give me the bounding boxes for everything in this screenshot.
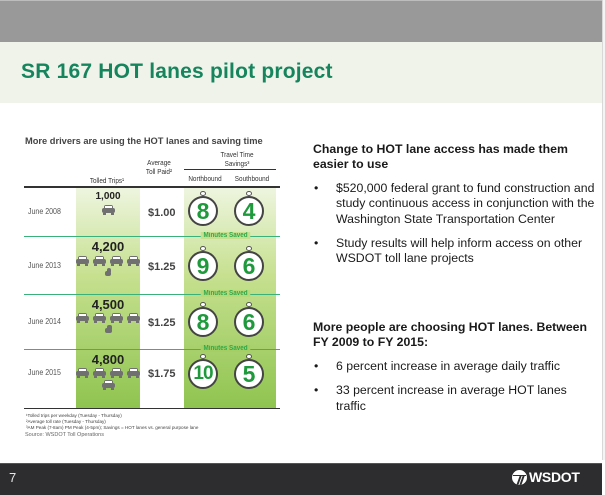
page-number: 7: [9, 470, 17, 485]
row-trips: 4,500: [91, 297, 125, 312]
car-icon: [110, 368, 123, 378]
row-date: June 2008: [28, 207, 61, 216]
car-icon: [110, 256, 123, 266]
source-note: Source: WSDOT Toll Operations: [25, 432, 104, 438]
minutes-saved-label: Minutes Saved: [200, 232, 251, 239]
header-tolled-trips: Tolled Trips¹: [89, 176, 125, 185]
wsdot-logo: WSDOT: [512, 469, 580, 485]
car-icon: [76, 313, 89, 323]
footnote-2: ²Average toll rate (Tuesday - Thursday): [26, 419, 106, 424]
southbound-minutes: 5: [234, 359, 264, 389]
row-trips: 4,200: [91, 239, 125, 254]
car-icon: [93, 256, 106, 266]
section-growth: More people are choosing HOT lanes. Betw…: [313, 320, 598, 414]
title-band: [0, 42, 602, 103]
southbound-minutes: 6: [234, 251, 264, 281]
car-icon: [101, 380, 115, 390]
header-savings-rule: [184, 169, 276, 170]
stopwatch-icon: 10: [188, 354, 218, 390]
car-icon: [93, 313, 106, 323]
car-icon: [76, 368, 89, 378]
row-separator: [24, 349, 280, 350]
stopwatch-icon: 5: [234, 354, 264, 390]
row-date: June 2014: [28, 317, 61, 326]
car-icons: [76, 205, 140, 215]
car-icon: [93, 368, 106, 378]
footnote-3: ³AM Peak (7-8am) PM Peak (4-5pm); Saving…: [26, 425, 199, 430]
row-toll: $1.25: [148, 261, 176, 273]
bullet-icon: •: [314, 181, 319, 195]
section-access: Change to HOT lane access has made them …: [313, 142, 598, 266]
row-trips: 1,000: [95, 191, 121, 202]
table-bottom-rule: [24, 408, 280, 409]
footnote-1: ¹Tolled trips per weekday (Tuesday - Thu…: [26, 413, 122, 418]
header-southbound: Southbound: [234, 174, 270, 183]
wsdot-logo-icon: [512, 469, 527, 485]
row-date: June 2013: [28, 261, 61, 270]
bullet-item: • $520,000 federal grant to fund constru…: [314, 181, 595, 226]
northbound-minutes: 10: [188, 359, 218, 389]
car-icon: [127, 313, 140, 323]
minutes-saved-label: Minutes Saved: [200, 345, 251, 352]
southbound-minutes: 4: [234, 196, 264, 226]
infographic: More drivers are using the HOT lanes and…: [24, 136, 280, 438]
header-northbound: Northbound: [188, 174, 222, 183]
stopwatch-icon: 8: [188, 302, 218, 338]
bullet-icon: •: [314, 383, 319, 398]
header-rule: [24, 186, 280, 188]
slide-footer: 7 WSDOT: [0, 463, 602, 495]
car-icon: [76, 256, 89, 266]
infographic-title: More drivers are using the HOT lanes and…: [25, 136, 263, 146]
southbound-minutes: 6: [234, 307, 264, 337]
slide-edge: [602, 0, 605, 460]
row-toll: $1.00: [148, 207, 176, 219]
car-icon: [110, 313, 123, 323]
section-growth-heading: More people are choosing HOT lanes. Betw…: [313, 320, 588, 349]
row-toll: $1.25: [148, 317, 176, 329]
header-band: [0, 0, 602, 42]
wsdot-logo-text: WSDOT: [529, 469, 580, 485]
stopwatch-icon: 8: [188, 191, 218, 227]
car-icon: [127, 368, 140, 378]
row-separator: [24, 294, 280, 295]
section-access-heading: Change to HOT lane access has made them …: [313, 142, 568, 171]
car-icons: [76, 368, 140, 390]
stopwatch-icon: 6: [234, 302, 264, 338]
stopwatch-icon: 6: [234, 246, 264, 282]
northbound-minutes: 8: [188, 307, 218, 337]
car-icon-partial: [104, 325, 112, 335]
car-icon: [101, 205, 115, 215]
car-icons: [76, 256, 140, 278]
row-toll: $1.75: [148, 368, 176, 380]
header-avg-toll: Average Toll Paid²: [145, 158, 173, 176]
northbound-minutes: 8: [188, 196, 218, 226]
bullet-icon: •: [314, 235, 319, 250]
bullet-item: • 33 percent increase in average HOT lan…: [314, 383, 567, 413]
stopwatch-icon: 9: [188, 246, 218, 282]
car-icon-partial: [105, 268, 111, 278]
header-travel-time: Travel Time Savings³: [220, 150, 254, 168]
minutes-saved-label: Minutes Saved: [200, 290, 251, 297]
car-icon: [127, 256, 140, 266]
bullet-item: • 6 percent increase in average daily tr…: [314, 359, 560, 373]
stopwatch-icon: 4: [234, 191, 264, 227]
row-separator: [24, 236, 280, 237]
car-icons: [76, 313, 140, 335]
bullet-icon: •: [314, 359, 319, 373]
slide-title: SR 167 HOT lanes pilot project: [21, 60, 333, 83]
bullet-item: • Study results will help inform access …: [314, 235, 583, 266]
row-trips: 4,800: [91, 352, 125, 367]
row-date: June 2015: [28, 368, 61, 377]
northbound-minutes: 9: [188, 251, 218, 281]
